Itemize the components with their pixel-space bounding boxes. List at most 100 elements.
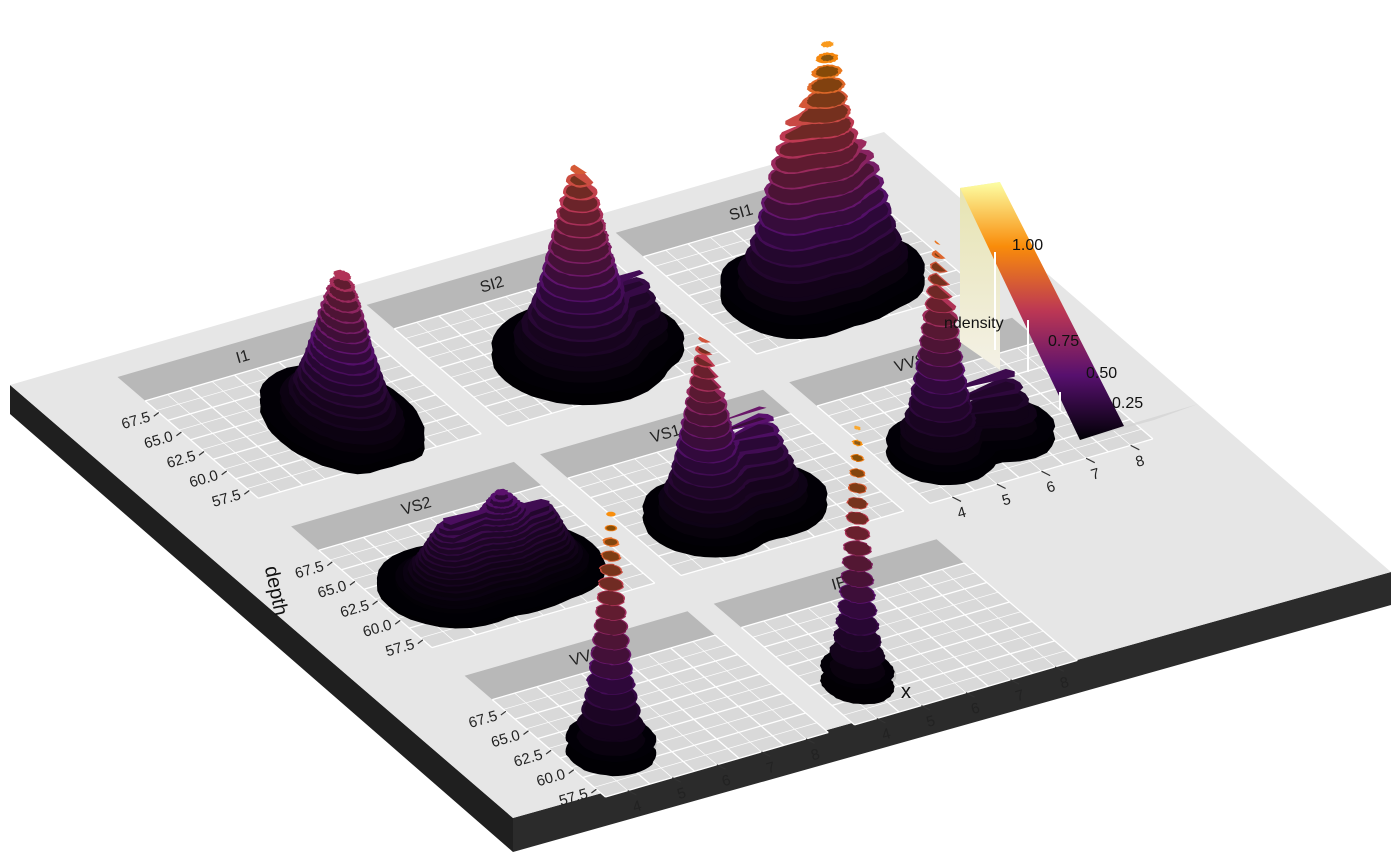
surface-slice: [602, 551, 620, 561]
facet-label-si2: SI2: [478, 274, 506, 297]
facet-label-i1: I1: [234, 347, 252, 367]
surface-slice: [565, 184, 594, 199]
surface-slice: [820, 54, 834, 62]
legend-label-1.00: 1.00: [1012, 237, 1043, 254]
x-tick-mark: [1054, 666, 1065, 672]
y-tick-mark: [545, 749, 552, 755]
y-tick-mark: [591, 788, 597, 794]
grid-line-y: [526, 663, 750, 730]
grid-line-y: [775, 591, 999, 658]
board-side-left: [10, 385, 513, 852]
surface-slice: [849, 483, 866, 493]
board-side-right: [513, 572, 1391, 852]
density-surface-si2: [491, 164, 685, 406]
x-tick-mark: [1041, 470, 1051, 477]
grid-line-x: [367, 335, 482, 435]
surface-slice: [333, 278, 352, 290]
facet-strip-i1: [117, 312, 369, 401]
surface-slice: [593, 630, 629, 650]
density-surface-vvs1: [565, 511, 657, 777]
legend-bar: [960, 182, 1124, 440]
surface-slice: [844, 541, 871, 556]
legend-label-0.50: 0.50: [1086, 365, 1117, 382]
grid-line-y: [786, 601, 1010, 668]
surface-slice: [846, 512, 869, 525]
density-surface-vvs2: [885, 240, 1056, 486]
facet-strip-if: [713, 539, 965, 628]
surface-slice: [931, 250, 946, 259]
legend-label-0.75: 0.75: [1048, 333, 1079, 350]
y-tick-mark: [243, 489, 250, 495]
surface-slice: [820, 41, 834, 48]
surface-slice: [934, 252, 941, 258]
surface-slice: [840, 583, 875, 604]
y-tick-mark: [568, 769, 575, 774]
surface-slice: [570, 164, 587, 175]
density-surface-if: [820, 425, 895, 705]
x-tick-mark: [1085, 457, 1096, 464]
surface-slice: [570, 175, 587, 186]
surface-slice: [604, 538, 618, 546]
x-tick-mark: [716, 764, 726, 770]
y-tick-mark: [372, 600, 378, 606]
surface-slice: [333, 269, 352, 281]
surface-slice: [690, 374, 719, 391]
density-surface-vs2: [376, 488, 606, 629]
surface-slice: [494, 488, 509, 496]
x-tick-mark: [805, 738, 815, 744]
grid-line-x: [144, 400, 259, 499]
surface-slice: [596, 604, 625, 621]
surface-slice: [693, 364, 716, 379]
facet-strip-vs2: [291, 461, 542, 551]
x-tick-mark: [876, 717, 886, 724]
x-tick-mark: [1010, 679, 1020, 685]
surface-slice: [929, 274, 948, 286]
legend-shadow: [1080, 404, 1198, 440]
axis-title-x: x: [901, 681, 911, 703]
grid-line-x: [567, 477, 682, 577]
y-tick-mark: [500, 710, 507, 716]
surface-slice: [842, 555, 872, 572]
x-tick-mark: [1130, 444, 1140, 451]
surface-slice: [934, 240, 941, 245]
y-tick-mark: [153, 412, 160, 417]
grid-line-y: [843, 650, 1067, 716]
surface-slice: [695, 356, 713, 367]
legend: ndensity 1.00 0.75 0.50 0.25: [944, 182, 1198, 440]
x-tick-mark: [672, 777, 682, 783]
x-tick-mark: [761, 751, 771, 757]
surface-slice: [597, 590, 625, 606]
y-tick-mark: [349, 580, 356, 586]
surface-slice: [606, 511, 616, 517]
surface-slice: [600, 564, 622, 576]
surface-slice: [606, 525, 616, 531]
density-surface-i1: [259, 269, 425, 475]
legend-label-0.25: 0.25: [1112, 395, 1143, 412]
surface-slice: [806, 90, 846, 108]
x-tick-mark: [952, 496, 962, 502]
density-surface-vs1: [642, 336, 828, 558]
surface-slice: [845, 526, 870, 540]
y-tick-mark: [394, 619, 401, 625]
surface-slice: [841, 569, 873, 588]
surface-slice: [848, 497, 867, 509]
x-tick-mark: [921, 705, 931, 711]
y-tick-mark: [417, 639, 424, 645]
y-tick-mark: [326, 561, 333, 567]
x-tick-mark: [627, 790, 637, 796]
surface-slice: [926, 297, 953, 313]
surface-slice: [851, 454, 864, 462]
surface-slice: [598, 577, 624, 591]
density-surface-si1: [720, 41, 925, 339]
facet-strip-vvs1: [464, 611, 716, 700]
facet-label-si1: SI1: [727, 201, 755, 224]
density-surfaces: [259, 41, 1056, 777]
surface-slice: [698, 347, 711, 354]
surface-slice: [854, 440, 861, 446]
x-tick-mark: [965, 692, 975, 698]
surface-slice: [931, 262, 946, 272]
y-tick-mark: [176, 431, 182, 437]
x-tick-mark: [996, 483, 1006, 490]
